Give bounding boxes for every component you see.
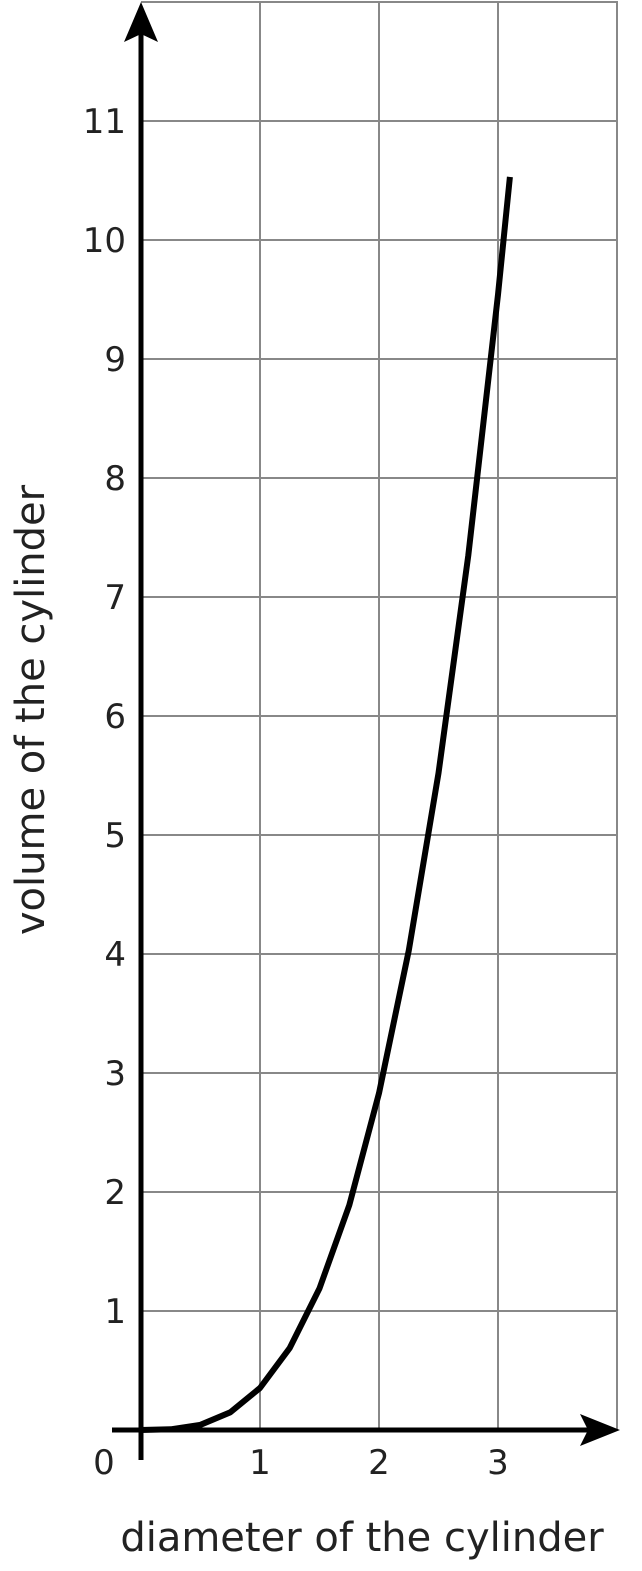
y-tick-label: 8 bbox=[104, 459, 126, 499]
y-tick-label: 6 bbox=[104, 697, 126, 737]
y-tick-label: 9 bbox=[104, 340, 126, 380]
x-tick-label: 2 bbox=[368, 1443, 390, 1483]
origin-label: 0 bbox=[93, 1443, 115, 1483]
y-tick-label: 2 bbox=[104, 1173, 126, 1213]
x-tick-label: 1 bbox=[249, 1443, 271, 1483]
y-axis-title: volume of the cylinder bbox=[8, 484, 54, 935]
y-tick-label: 10 bbox=[83, 221, 126, 261]
y-tick-label: 11 bbox=[83, 102, 126, 142]
y-tick-label: 1 bbox=[104, 1292, 126, 1332]
axes bbox=[112, 2, 620, 1460]
series-line bbox=[140, 176, 513, 1433]
y-tick-label: 5 bbox=[104, 816, 126, 856]
y-tick-label: 4 bbox=[104, 935, 126, 975]
y-axis-arrow bbox=[124, 2, 158, 42]
y-tick-label: 3 bbox=[104, 1054, 126, 1094]
x-tick-label: 3 bbox=[487, 1443, 509, 1483]
x-axis-title: diameter of the cylinder bbox=[120, 1515, 604, 1561]
x-axis-arrow bbox=[580, 1414, 620, 1446]
x-tick-labels: 1 2 3 bbox=[249, 1443, 509, 1483]
grid bbox=[141, 1, 618, 1430]
y-tick-label: 7 bbox=[104, 578, 126, 618]
y-tick-labels: 1 2 3 4 5 6 7 8 9 10 11 bbox=[83, 102, 126, 1332]
